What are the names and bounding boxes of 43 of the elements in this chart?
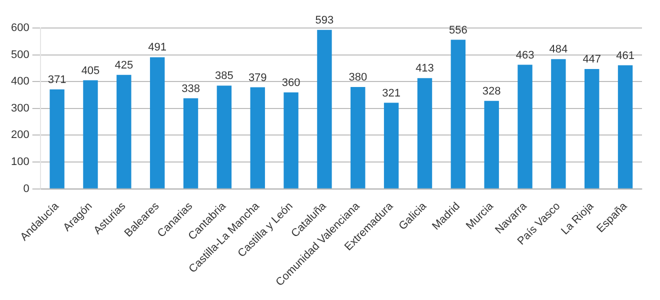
data-label: 328 bbox=[482, 85, 501, 98]
data-label: 371 bbox=[48, 74, 66, 86]
data-label: 385 bbox=[215, 70, 234, 82]
bar bbox=[183, 98, 198, 188]
bar bbox=[216, 86, 232, 188]
y-tick-label: 500 bbox=[10, 48, 30, 61]
y-tick-label: 100 bbox=[10, 156, 30, 168]
y-tick-label: 600 bbox=[10, 22, 30, 34]
bar bbox=[551, 59, 566, 188]
y-tick-label: 200 bbox=[10, 129, 30, 142]
bar bbox=[518, 64, 532, 188]
data-label: 413 bbox=[416, 62, 434, 75]
bar bbox=[350, 86, 366, 188]
data-label: 425 bbox=[114, 59, 134, 72]
data-label: 380 bbox=[348, 71, 368, 84]
data-label: 360 bbox=[282, 76, 300, 89]
data-label: 338 bbox=[182, 82, 200, 95]
bar bbox=[116, 74, 132, 188]
data-label: 484 bbox=[549, 44, 568, 56]
data-label: 447 bbox=[582, 54, 602, 66]
data-label: 556 bbox=[448, 24, 468, 36]
data-label: 379 bbox=[248, 72, 267, 84]
bar bbox=[284, 92, 298, 188]
y-tick-label: 300 bbox=[10, 102, 30, 114]
data-label: 593 bbox=[315, 14, 334, 26]
data-label: 321 bbox=[382, 87, 400, 100]
data-label: 405 bbox=[81, 64, 100, 77]
bar bbox=[450, 40, 466, 188]
bar bbox=[384, 102, 399, 188]
bar bbox=[250, 87, 265, 188]
bar bbox=[618, 65, 633, 188]
data-label: 461 bbox=[616, 50, 634, 62]
bar bbox=[417, 78, 432, 188]
bar bbox=[83, 80, 98, 188]
bar bbox=[317, 30, 332, 188]
bar bbox=[484, 100, 499, 188]
bar bbox=[50, 89, 64, 188]
y-tick-label: 400 bbox=[10, 76, 30, 88]
bar bbox=[584, 69, 600, 188]
bar bbox=[150, 57, 165, 188]
data-label: 463 bbox=[516, 49, 534, 62]
y-tick-label: 0 bbox=[23, 182, 30, 195]
data-label: 491 bbox=[148, 42, 167, 54]
